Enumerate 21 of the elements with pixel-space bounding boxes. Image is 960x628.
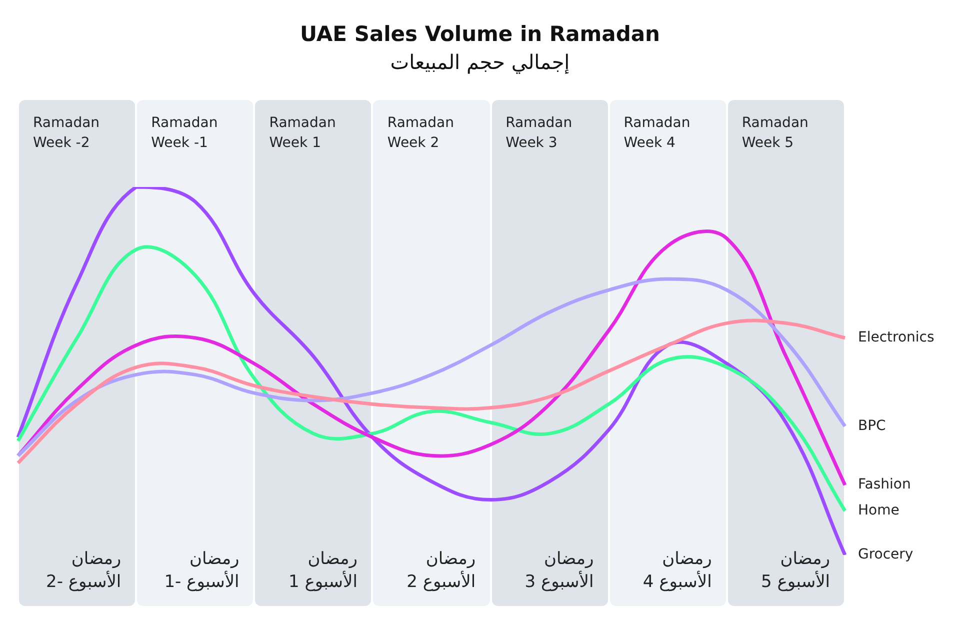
annotation: رمضان الأسبوع 4 [642, 548, 712, 594]
annotation: رمضان الأسبوع 1 [287, 548, 358, 594]
x-tick-label: Ramadan Week 3 [506, 114, 574, 153]
annotation: رمضان الأسبوع 5 [760, 548, 830, 594]
annotation: رمضان الأسبوع 2 [406, 548, 476, 594]
annotation: رمضان الأسبوع -2 [45, 548, 122, 594]
x-tick-label: Ramadan Week 2 [387, 114, 455, 153]
series-label: Electronics [858, 330, 934, 346]
x-tick-label: Ramadan Week -1 [151, 114, 219, 153]
series-label: Fashion [858, 476, 911, 493]
annotation: رمضان الأسبوع 3 [524, 548, 594, 594]
x-tick-label: Ramadan Week 4 [624, 114, 692, 153]
x-tick-label: Ramadan Week 1 [269, 114, 337, 153]
chart-title: UAE Sales Volume in Ramadan [299, 22, 661, 46]
annotation: رمضان الأسبوع -1 [163, 548, 240, 594]
x-tick-label: Ramadan Week 5 [742, 114, 810, 153]
series-label: BPC [858, 418, 886, 434]
x-tick-label: Ramadan Week -2 [33, 114, 101, 153]
chart-subtitle: إجمالي حجم المبيعات [389, 50, 571, 74]
series-label: Grocery [858, 546, 914, 563]
series-label: Home [858, 502, 900, 518]
